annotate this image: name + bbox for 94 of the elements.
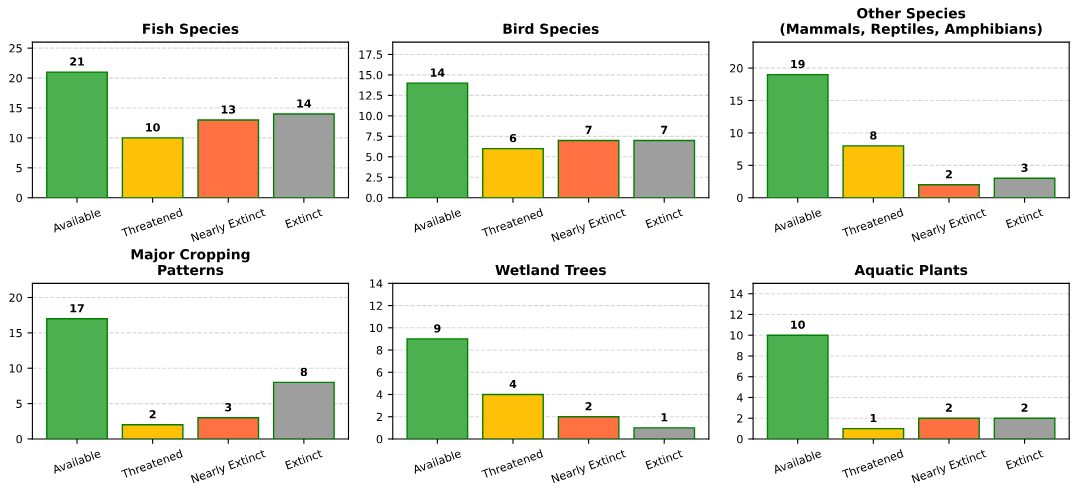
y-tick-label: 0.0 <box>366 193 383 203</box>
y-tick-label: 10 <box>9 364 22 373</box>
data-label: 2 <box>945 170 952 179</box>
y-tick-label: 5.0 <box>366 152 383 162</box>
chart-title: Bird Species <box>503 23 599 37</box>
bar <box>993 417 1056 439</box>
bar <box>766 73 829 198</box>
y-tick-label: 0 <box>16 434 22 444</box>
y-tick-label: 10 <box>730 128 743 138</box>
data-label: 4 <box>509 379 517 389</box>
bar <box>197 119 260 198</box>
y-tick-label: 20 <box>9 74 22 83</box>
y-tick-label: 12 <box>370 301 382 310</box>
y-tick-label: 15 <box>730 96 743 105</box>
y-tick-label: 2 <box>376 412 382 421</box>
bar <box>633 427 696 439</box>
data-label: 2 <box>149 410 156 419</box>
y-tick-label: 12.5 <box>359 91 383 100</box>
data-label: 3 <box>1021 163 1028 172</box>
data-label: 14 <box>297 99 312 108</box>
bar <box>272 113 335 198</box>
y-tick-label: 5 <box>737 161 743 170</box>
y-tick-label: 6 <box>737 372 743 382</box>
bar <box>842 145 905 198</box>
y-tick-label: 15 <box>9 328 22 338</box>
y-tick-label: 10 <box>9 133 22 143</box>
data-label: 7 <box>585 125 592 134</box>
data-label: 1 <box>661 413 668 422</box>
bar <box>482 147 544 198</box>
data-label: 14 <box>430 68 445 77</box>
bar <box>406 338 469 439</box>
y-tick-label: 20 <box>9 293 22 302</box>
bar <box>918 417 980 439</box>
y-tick-label: 10 <box>730 331 743 340</box>
y-tick-label: 0 <box>376 434 383 444</box>
data-label: 8 <box>300 367 308 377</box>
data-label: 21 <box>70 57 84 66</box>
y-tick-label: 0 <box>737 434 743 444</box>
bar <box>46 71 108 198</box>
y-tick-label: 0 <box>16 193 22 203</box>
bar <box>557 416 620 439</box>
y-tick-label: 0 <box>737 193 743 203</box>
bar <box>633 139 696 198</box>
y-tick-label: 7.5 <box>366 132 383 141</box>
bar <box>272 381 335 439</box>
y-tick-label: 5 <box>16 399 22 408</box>
chart-title: Wetland Trees <box>495 264 606 276</box>
bar <box>482 393 544 439</box>
y-tick-label: 14 <box>370 279 383 288</box>
y-tick-label: 4 <box>376 390 383 399</box>
bar <box>842 427 905 439</box>
bar <box>46 318 108 439</box>
chart-title: Major Cropping Patterns <box>131 248 250 276</box>
data-label: 2 <box>945 403 952 412</box>
y-tick-label: 12 <box>730 310 743 319</box>
bar <box>197 417 260 439</box>
y-tick-label: 17.5 <box>359 50 383 59</box>
data-label: 17 <box>70 304 84 313</box>
data-label: 10 <box>146 123 160 132</box>
bar <box>406 82 469 198</box>
chart-title: Other Species (Mammals, Reptiles, Amphibians) <box>780 7 1042 37</box>
bar <box>766 334 829 439</box>
chart-title: Aquatic Plants <box>854 264 968 278</box>
y-tick-label: 15 <box>9 104 22 113</box>
data-label: 19 <box>791 59 805 69</box>
data-label: 1 <box>870 414 877 423</box>
y-tick-label: 20 <box>730 64 743 73</box>
y-tick-label: 6 <box>376 368 383 377</box>
data-label: 6 <box>509 133 517 143</box>
data-label: 2 <box>1021 403 1028 412</box>
data-label: 7 <box>661 125 668 134</box>
y-tick-label: 8 <box>376 346 383 355</box>
y-tick-label: 14 <box>730 289 743 298</box>
y-tick-label: 5 <box>16 163 22 173</box>
data-label: 2 <box>585 402 592 411</box>
bar <box>121 137 184 198</box>
data-label: 10 <box>791 320 805 329</box>
y-tick-label: 10 <box>370 323 383 333</box>
y-tick-label: 8 <box>737 351 743 361</box>
y-tick-label: 25 <box>9 44 22 53</box>
bar <box>993 177 1056 198</box>
data-label: 8 <box>870 131 877 140</box>
y-tick-label: 2.5 <box>366 173 383 182</box>
bar <box>918 184 980 198</box>
y-tick-label: 15.0 <box>359 70 383 80</box>
data-label: 3 <box>225 403 232 412</box>
data-label: 9 <box>434 324 441 333</box>
y-tick-label: 4 <box>736 393 743 402</box>
bar <box>557 139 620 198</box>
y-tick-label: 10.0 <box>359 111 383 121</box>
chart-title: Fish Species <box>143 23 239 37</box>
bar <box>121 424 184 439</box>
y-tick-label: 2 <box>737 414 743 423</box>
data-label: 13 <box>221 105 236 114</box>
